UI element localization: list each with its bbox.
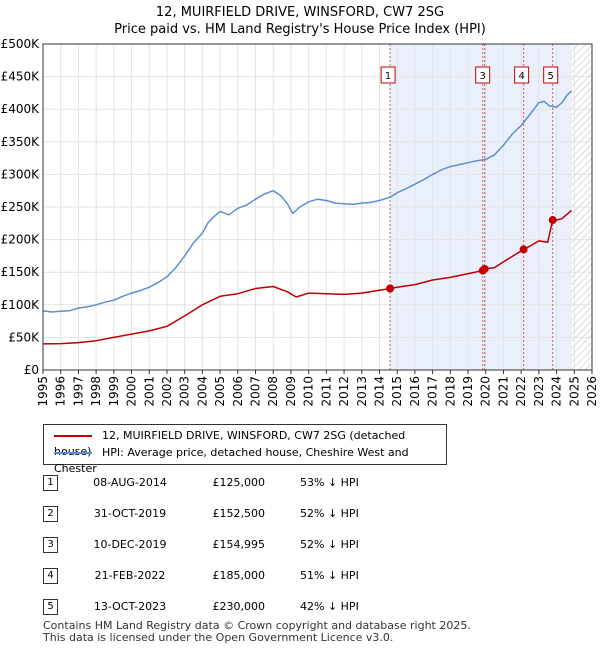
transaction-price: £185,000: [212, 569, 266, 582]
transaction-number: 5: [43, 599, 58, 615]
x-tick-label: 2006: [231, 376, 245, 407]
x-tick-label: 2002: [160, 376, 174, 407]
x-tick-label: 2011: [319, 376, 333, 407]
y-tick-label: £450K: [1, 70, 41, 84]
transaction-price: £154,995: [212, 538, 266, 551]
transaction-number: 4: [43, 568, 58, 584]
transaction-row: 2 31-OCT-2019 £152,500 52% ↓ HPI: [0, 504, 600, 524]
y-tick-label: £200K: [1, 233, 41, 247]
x-tick-label: 2005: [213, 376, 227, 407]
x-tick-label: 2009: [284, 376, 298, 407]
legend: 12, MUIRFIELD DRIVE, WINSFORD, CW7 2SG (…: [43, 424, 447, 475]
marker-box: [475, 66, 491, 84]
transaction-row: 3 10-DEC-2019 £154,995 52% ↓ HPI: [0, 535, 600, 555]
transaction-hpi: 42% ↓ HPI: [300, 600, 359, 613]
x-tick-label: 2023: [532, 376, 546, 407]
x-tick-label: 2019: [461, 376, 475, 407]
transaction-point: [548, 216, 557, 225]
x-tick-label: 2016: [408, 376, 422, 407]
x-tick-label: 2004: [195, 376, 209, 407]
marker-label: 4: [518, 71, 524, 82]
property-price-line: [42, 209, 573, 345]
x-tick-label: 2020: [479, 376, 493, 407]
x-tick-label: 2001: [142, 376, 156, 407]
y-tick-label: £500K: [1, 37, 41, 51]
legend-label-hpi: HPI: Average price, detached house, Ches…: [54, 446, 409, 475]
marker-label: 3: [479, 71, 485, 82]
y-tick-label: £250K: [1, 200, 41, 214]
x-tick-label: 2008: [266, 376, 280, 407]
transaction-row: 4 21-FEB-2022 £185,000 51% ↓ HPI: [0, 566, 600, 586]
marker-box: [514, 66, 530, 84]
transaction-date: 21-FEB-2022: [94, 569, 166, 582]
y-tick-label: £350K: [1, 135, 41, 149]
title-line-2: Price paid vs. HM Land Registry's House …: [114, 22, 486, 37]
hpi-line: [42, 90, 573, 313]
legend-item-hpi: HPI: Average price, detached house, Ches…: [54, 445, 446, 475]
legend-label-property: 12, MUIRFIELD DRIVE, WINSFORD, CW7 2SG (…: [54, 429, 406, 458]
x-tick-label: 1995: [36, 376, 50, 407]
footer: Contains HM Land Registry data © Crown c…: [43, 620, 471, 644]
x-tick-label: 2003: [178, 376, 192, 407]
title-line-1: 12, MUIRFIELD DRIVE, WINSFORD, CW7 2SG: [155, 5, 445, 20]
y-tick-label: £50K: [8, 330, 40, 344]
y-tick-label: £100K: [1, 298, 41, 312]
x-tick-label: 1998: [89, 376, 103, 407]
legend-swatch-property: [54, 435, 92, 437]
transaction-price: £152,500: [212, 507, 266, 520]
transaction-price: £230,000: [212, 600, 266, 613]
y-tick-label: £150K: [1, 265, 41, 279]
footer-line-1: Contains HM Land Registry data © Crown c…: [43, 619, 471, 632]
x-tick-label: 2007: [249, 376, 263, 407]
x-tick-label: 1996: [54, 376, 68, 407]
y-tick-label: £300K: [1, 167, 41, 181]
transaction-point: [480, 264, 489, 273]
transaction-hpi: 52% ↓ HPI: [300, 538, 359, 551]
transaction-number: 2: [43, 506, 58, 522]
transaction-row: 1 08-AUG-2014 £125,000 53% ↓ HPI: [0, 473, 600, 493]
transaction-point: [519, 245, 528, 254]
transaction-row: 5 13-OCT-2023 £230,000 42% ↓ HPI: [0, 597, 600, 617]
marker-label: 5: [547, 71, 553, 82]
y-tick-label: £400K: [1, 102, 41, 116]
transaction-date: 13-OCT-2023: [93, 600, 167, 613]
x-tick-label: 2026: [585, 376, 599, 407]
x-tick-label: 2024: [550, 376, 564, 407]
legend-item-property: 12, MUIRFIELD DRIVE, WINSFORD, CW7 2SG (…: [54, 428, 446, 458]
transaction-date: 08-AUG-2014: [93, 476, 167, 489]
price-chart: £0 £50K £100K £150K £200K £250K £300K £350K £400…: [1, 37, 599, 407]
y-tick-label: £0: [24, 363, 39, 377]
transaction-hpi: 51% ↓ HPI: [300, 569, 359, 582]
x-tick-label: 2022: [514, 376, 528, 407]
x-tick-label: 2000: [125, 376, 139, 407]
chart-title: 12, MUIRFIELD DRIVE, WINSFORD, CW7 2SG P…: [0, 4, 600, 38]
transaction-number: 1: [43, 475, 58, 491]
transaction-hpi: 52% ↓ HPI: [300, 507, 359, 520]
x-tick-label: 2025: [567, 376, 581, 407]
x-tick-label: 2021: [496, 376, 510, 407]
plot-frame: [42, 43, 593, 371]
transaction-number: 3: [43, 537, 58, 553]
x-tick-label: 2010: [302, 376, 316, 407]
transaction-price: £125,000: [212, 476, 266, 489]
x-tick-label: 2014: [372, 376, 386, 407]
x-tick-label: 1997: [71, 376, 85, 407]
x-tick-label: 1999: [107, 376, 121, 407]
x-tick-label: 2012: [337, 376, 351, 407]
transaction-point: [386, 284, 395, 293]
x-tick-label: 2013: [355, 376, 369, 407]
marker-box: [380, 66, 396, 84]
transaction-hpi: 53% ↓ HPI: [300, 476, 359, 489]
x-tick-label: 2017: [426, 376, 440, 407]
legend-swatch-hpi: [54, 452, 92, 454]
transaction-date: 31-OCT-2019: [93, 507, 167, 520]
marker-box: [543, 66, 559, 84]
transaction-date: 10-DEC-2019: [93, 538, 167, 551]
x-tick-label: 2015: [390, 376, 404, 407]
footer-line-2: This data is licensed under the Open Gov…: [43, 631, 394, 644]
marker-label: 1: [385, 71, 391, 82]
x-tick-label: 2018: [443, 376, 457, 407]
